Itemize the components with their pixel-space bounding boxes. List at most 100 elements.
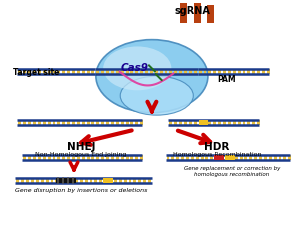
Bar: [203, 120, 206, 125]
Bar: [208, 69, 211, 74]
Ellipse shape: [103, 47, 171, 90]
Text: Non-Homologous End Joining: Non-Homologous End Joining: [35, 152, 127, 157]
Bar: [106, 155, 109, 160]
Bar: [223, 69, 226, 74]
Bar: [135, 120, 138, 125]
Bar: [82, 120, 85, 125]
Bar: [67, 120, 70, 125]
Bar: [41, 179, 44, 183]
Text: Homologous Recombination: Homologous Recombination: [173, 152, 261, 157]
Bar: [106, 69, 109, 74]
Bar: [223, 120, 226, 125]
Bar: [140, 120, 143, 125]
Bar: [189, 69, 192, 74]
Bar: [23, 155, 26, 160]
Bar: [138, 179, 141, 183]
Bar: [130, 69, 134, 74]
Text: NHEJ: NHEJ: [67, 142, 95, 152]
Bar: [16, 179, 20, 183]
Bar: [111, 120, 114, 125]
Bar: [150, 69, 153, 74]
Bar: [82, 155, 85, 160]
Bar: [65, 179, 68, 183]
Bar: [180, 1, 187, 23]
Bar: [94, 179, 97, 183]
Bar: [254, 155, 257, 160]
Bar: [269, 155, 272, 160]
Bar: [48, 69, 51, 74]
Bar: [176, 155, 179, 160]
Bar: [111, 155, 114, 160]
Bar: [28, 155, 31, 160]
Bar: [257, 69, 260, 74]
Bar: [225, 155, 235, 160]
Text: sgRNA: sgRNA: [175, 6, 211, 16]
Bar: [240, 155, 242, 160]
Bar: [124, 179, 127, 183]
Bar: [96, 120, 99, 125]
Bar: [101, 69, 104, 74]
Bar: [52, 69, 56, 74]
Bar: [128, 179, 131, 183]
Bar: [92, 120, 94, 125]
Bar: [213, 69, 216, 74]
Bar: [274, 155, 277, 160]
Bar: [242, 69, 245, 74]
Bar: [148, 179, 151, 183]
Text: Cas9: Cas9: [120, 63, 148, 73]
Bar: [201, 155, 203, 160]
Bar: [106, 120, 109, 125]
Bar: [181, 155, 184, 160]
Bar: [67, 155, 70, 160]
Bar: [126, 155, 128, 160]
Bar: [109, 179, 112, 183]
Bar: [72, 155, 75, 160]
Bar: [203, 69, 206, 74]
Bar: [104, 179, 107, 183]
Bar: [119, 179, 122, 183]
Bar: [180, 0, 214, 2]
Bar: [51, 179, 53, 183]
Bar: [38, 69, 41, 74]
Bar: [288, 155, 291, 160]
Bar: [62, 69, 65, 74]
Bar: [18, 120, 21, 125]
Bar: [23, 120, 26, 125]
Bar: [238, 120, 241, 125]
Bar: [184, 120, 187, 125]
Bar: [126, 69, 128, 74]
Bar: [52, 155, 56, 160]
Bar: [92, 69, 94, 74]
Bar: [33, 155, 36, 160]
Bar: [228, 69, 231, 74]
Bar: [155, 69, 158, 74]
Bar: [116, 155, 119, 160]
Bar: [248, 69, 250, 74]
Bar: [252, 69, 255, 74]
Bar: [60, 179, 63, 183]
Bar: [56, 179, 58, 183]
Bar: [165, 69, 167, 74]
Text: PAM: PAM: [217, 74, 236, 84]
Bar: [267, 69, 270, 74]
Bar: [194, 69, 197, 74]
Bar: [82, 69, 85, 74]
Bar: [208, 120, 211, 125]
Bar: [171, 155, 174, 160]
Bar: [242, 120, 245, 125]
Bar: [184, 69, 187, 74]
Bar: [169, 120, 172, 125]
Ellipse shape: [96, 40, 208, 113]
Bar: [101, 120, 104, 125]
Bar: [70, 179, 73, 183]
Bar: [140, 69, 143, 74]
Bar: [33, 120, 36, 125]
Bar: [143, 179, 146, 183]
Bar: [31, 179, 34, 183]
Bar: [244, 155, 247, 160]
Bar: [121, 69, 124, 74]
Bar: [96, 69, 99, 74]
Bar: [89, 179, 92, 183]
Bar: [92, 155, 94, 160]
Bar: [279, 155, 281, 160]
